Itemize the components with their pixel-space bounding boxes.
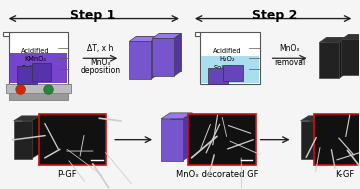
Circle shape bbox=[44, 85, 53, 94]
Bar bbox=[188, 114, 256, 166]
Text: Solution: Solution bbox=[22, 65, 49, 71]
Polygon shape bbox=[151, 36, 158, 79]
Polygon shape bbox=[301, 116, 327, 121]
Bar bbox=[315, 114, 360, 166]
Bar bbox=[9, 93, 68, 100]
Text: K-GF: K-GF bbox=[335, 170, 354, 179]
Text: Step 1: Step 1 bbox=[69, 9, 115, 22]
Polygon shape bbox=[339, 37, 346, 78]
Polygon shape bbox=[341, 34, 360, 40]
Text: Step 2: Step 2 bbox=[252, 9, 297, 22]
Polygon shape bbox=[183, 113, 192, 160]
Polygon shape bbox=[174, 33, 181, 76]
Polygon shape bbox=[161, 119, 183, 160]
Polygon shape bbox=[14, 121, 32, 159]
Text: Acidified: Acidified bbox=[21, 47, 50, 53]
Polygon shape bbox=[32, 116, 40, 159]
Text: KMnO₄: KMnO₄ bbox=[24, 56, 46, 62]
Bar bbox=[3, 33, 9, 36]
Polygon shape bbox=[319, 116, 327, 159]
Bar bbox=[39, 114, 106, 166]
Polygon shape bbox=[341, 40, 360, 75]
Circle shape bbox=[16, 85, 25, 94]
Text: MnOₓ: MnOₓ bbox=[90, 58, 111, 67]
Bar bbox=[200, 33, 260, 84]
Text: P-GF: P-GF bbox=[58, 170, 77, 179]
Text: ΔT, x h: ΔT, x h bbox=[87, 44, 113, 53]
Polygon shape bbox=[152, 33, 181, 38]
Bar bbox=[17, 66, 37, 84]
Bar bbox=[9, 33, 68, 84]
Text: MnOₓ decorated GF: MnOₓ decorated GF bbox=[176, 170, 258, 179]
Polygon shape bbox=[159, 33, 181, 71]
Polygon shape bbox=[136, 36, 158, 74]
Bar bbox=[201, 56, 259, 83]
Text: Acidified: Acidified bbox=[212, 47, 241, 53]
Bar bbox=[10, 53, 67, 83]
Polygon shape bbox=[301, 121, 319, 159]
Polygon shape bbox=[319, 37, 346, 42]
Polygon shape bbox=[129, 36, 158, 41]
Polygon shape bbox=[22, 116, 40, 154]
Polygon shape bbox=[309, 116, 327, 154]
Polygon shape bbox=[161, 113, 192, 119]
Polygon shape bbox=[319, 42, 339, 78]
Polygon shape bbox=[152, 38, 174, 76]
Polygon shape bbox=[129, 41, 151, 79]
Text: Solution: Solution bbox=[213, 65, 240, 71]
Polygon shape bbox=[348, 34, 360, 70]
Bar bbox=[208, 68, 228, 84]
Bar bbox=[194, 33, 200, 36]
Text: MnOₓ: MnOₓ bbox=[279, 44, 300, 53]
Bar bbox=[223, 65, 243, 81]
Polygon shape bbox=[170, 113, 192, 155]
Polygon shape bbox=[327, 37, 346, 73]
Polygon shape bbox=[14, 116, 40, 121]
Text: H₂O₂: H₂O₂ bbox=[219, 56, 235, 62]
Text: deposition: deposition bbox=[80, 66, 120, 75]
Bar bbox=[32, 63, 51, 81]
Bar bbox=[6, 84, 71, 93]
Text: removal: removal bbox=[274, 58, 305, 67]
